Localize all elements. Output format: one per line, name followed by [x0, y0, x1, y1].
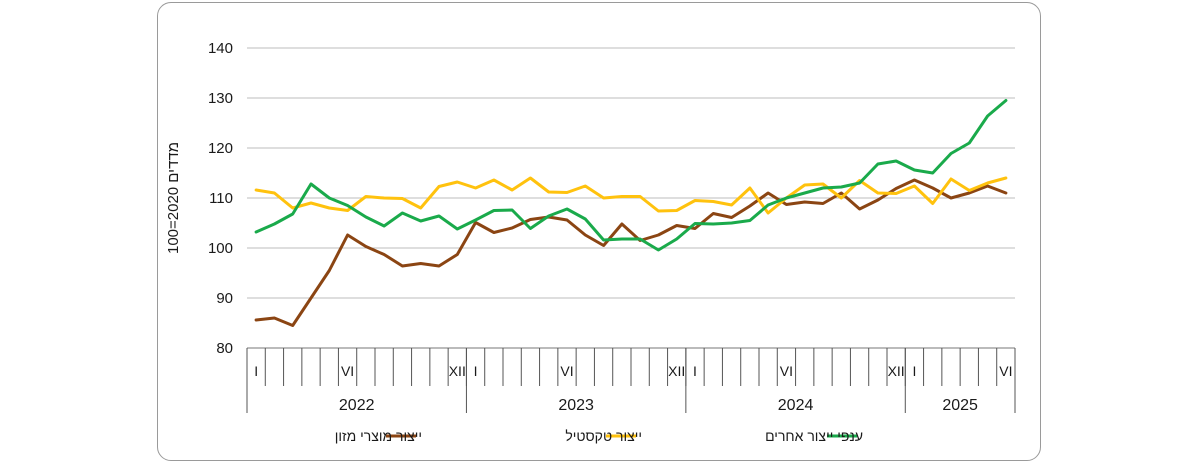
month-label: VI — [780, 363, 793, 379]
y-tick-label: 120 — [208, 140, 233, 157]
year-label: 2024 — [778, 397, 814, 414]
month-label: VI — [560, 363, 573, 379]
month-label: I — [912, 363, 916, 379]
grid-layer: 80 90 100 110 120 130 140 — [208, 40, 1015, 357]
y-tick-label: 130 — [208, 90, 233, 107]
y-tick-label: 80 — [216, 340, 233, 357]
month-label: I — [474, 363, 478, 379]
y-axis-label: מדדים 2020=100 — [165, 142, 182, 254]
series-line — [254, 178, 1008, 327]
y-tick-label: 110 — [209, 190, 233, 207]
legend: ייצור מוצרי מזון ייצור טקסטיל ענפי ייצור א… — [335, 428, 863, 444]
month-label: I — [693, 363, 697, 379]
axis-layer: I VI XII 2022 I VI XII 2023 I VI XII 2024 I VI 2025 — [246, 347, 1016, 414]
series-layer — [254, 99, 1008, 327]
legend-label: ענפי ייצור אחרים — [765, 428, 863, 444]
month-label: VI — [999, 363, 1012, 379]
year-label: 2023 — [558, 397, 594, 414]
year-label: 2022 — [339, 397, 375, 414]
y-tick-label: 140 — [208, 40, 233, 57]
y-tick-label: 100 — [208, 240, 233, 257]
series-line — [254, 99, 1008, 252]
line-chart: 80 90 100 110 120 130 140 I VI XII 2022 I VI XII 2023… — [165, 40, 1016, 444]
month-label: XII — [668, 363, 685, 379]
year-label: 2025 — [942, 397, 978, 414]
series-line — [254, 176, 1008, 215]
month-label: VI — [341, 363, 354, 379]
chart-frame: 80 90 100 110 120 130 140 I VI XII 2022 I VI XII 2023… — [157, 2, 1041, 461]
month-label: XII — [449, 363, 466, 379]
legend-label: ייצור מוצרי מזון — [335, 428, 422, 444]
month-label: XII — [888, 363, 905, 379]
y-tick-label: 90 — [216, 290, 233, 307]
month-label: I — [254, 363, 258, 379]
legend-label: ייצור טקסטיל — [565, 428, 642, 444]
